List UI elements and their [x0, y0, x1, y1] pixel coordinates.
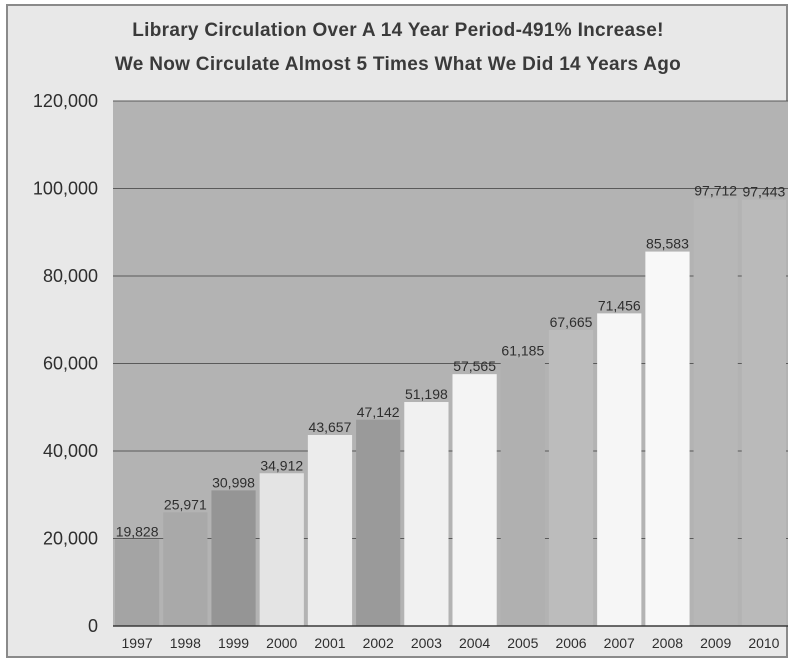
x-tick-label: 2001 — [314, 635, 345, 651]
x-tick-label: 2004 — [459, 635, 490, 651]
data-labels: 19,828 25,971 30,998 34,912 43,657 47,142 51,1… — [116, 183, 786, 540]
data-label: 43,657 — [309, 419, 352, 435]
x-axis-labels: 1997 1998 1999 2000 2001 2002 2003 2004 2005 2006… — [122, 635, 780, 651]
x-tick-label: 2000 — [266, 635, 297, 651]
y-tick-label: 120,000 — [33, 91, 98, 111]
bar — [693, 198, 738, 626]
x-tick-label: 2002 — [363, 635, 394, 651]
data-label: 67,665 — [550, 314, 593, 330]
y-tick-label: 80,000 — [43, 266, 98, 286]
x-tick-label: 2003 — [411, 635, 442, 651]
y-tick-label: 60,000 — [43, 354, 98, 374]
data-label: 19,828 — [116, 523, 159, 539]
bar — [645, 251, 690, 626]
x-tick-label: 1998 — [170, 635, 201, 651]
x-tick-label: 2006 — [555, 635, 586, 651]
chart-subtitle: We Now Circulate Almost 5 Times What We … — [114, 54, 682, 75]
bar — [259, 473, 304, 626]
data-label: 57,565 — [453, 358, 496, 374]
bar — [500, 358, 545, 626]
y-tick-label: 20,000 — [43, 529, 98, 549]
x-tick-label: 2010 — [748, 635, 779, 651]
data-label: 97,443 — [742, 184, 785, 200]
bars — [115, 198, 786, 626]
y-tick-label: 0 — [88, 616, 98, 636]
y-tick-label: 100,000 — [33, 179, 98, 199]
data-label: 97,712 — [694, 183, 737, 199]
bar — [452, 374, 497, 626]
data-label: 61,185 — [501, 342, 544, 358]
bar — [548, 329, 594, 626]
x-tick-label: 2009 — [700, 635, 731, 651]
bar — [741, 199, 786, 626]
data-label: 85,583 — [646, 236, 689, 252]
y-tick-label: 40,000 — [43, 441, 98, 461]
data-label: 47,142 — [357, 404, 400, 420]
data-label: 34,912 — [260, 457, 303, 473]
data-label: 30,998 — [212, 474, 255, 490]
x-tick-label: 2007 — [604, 635, 635, 651]
data-label: 71,456 — [598, 297, 641, 313]
bar — [115, 539, 160, 626]
x-tick-label: 1999 — [218, 635, 249, 651]
bar — [356, 419, 401, 626]
y-axis-labels: 0 20,000 40,000 60,000 80,000 100,000 120,000 — [33, 91, 98, 636]
bar — [597, 313, 642, 626]
bar — [307, 435, 353, 626]
bar — [404, 402, 449, 626]
x-tick-label: 1997 — [122, 635, 153, 651]
bar — [211, 490, 256, 626]
bar — [163, 512, 208, 626]
x-tick-label: 2005 — [507, 635, 538, 651]
data-label: 51,198 — [405, 386, 448, 402]
chart-title: Library Circulation Over A 14 Year Perio… — [132, 20, 664, 41]
x-tick-label: 2008 — [652, 635, 683, 651]
data-label: 25,971 — [164, 496, 207, 512]
